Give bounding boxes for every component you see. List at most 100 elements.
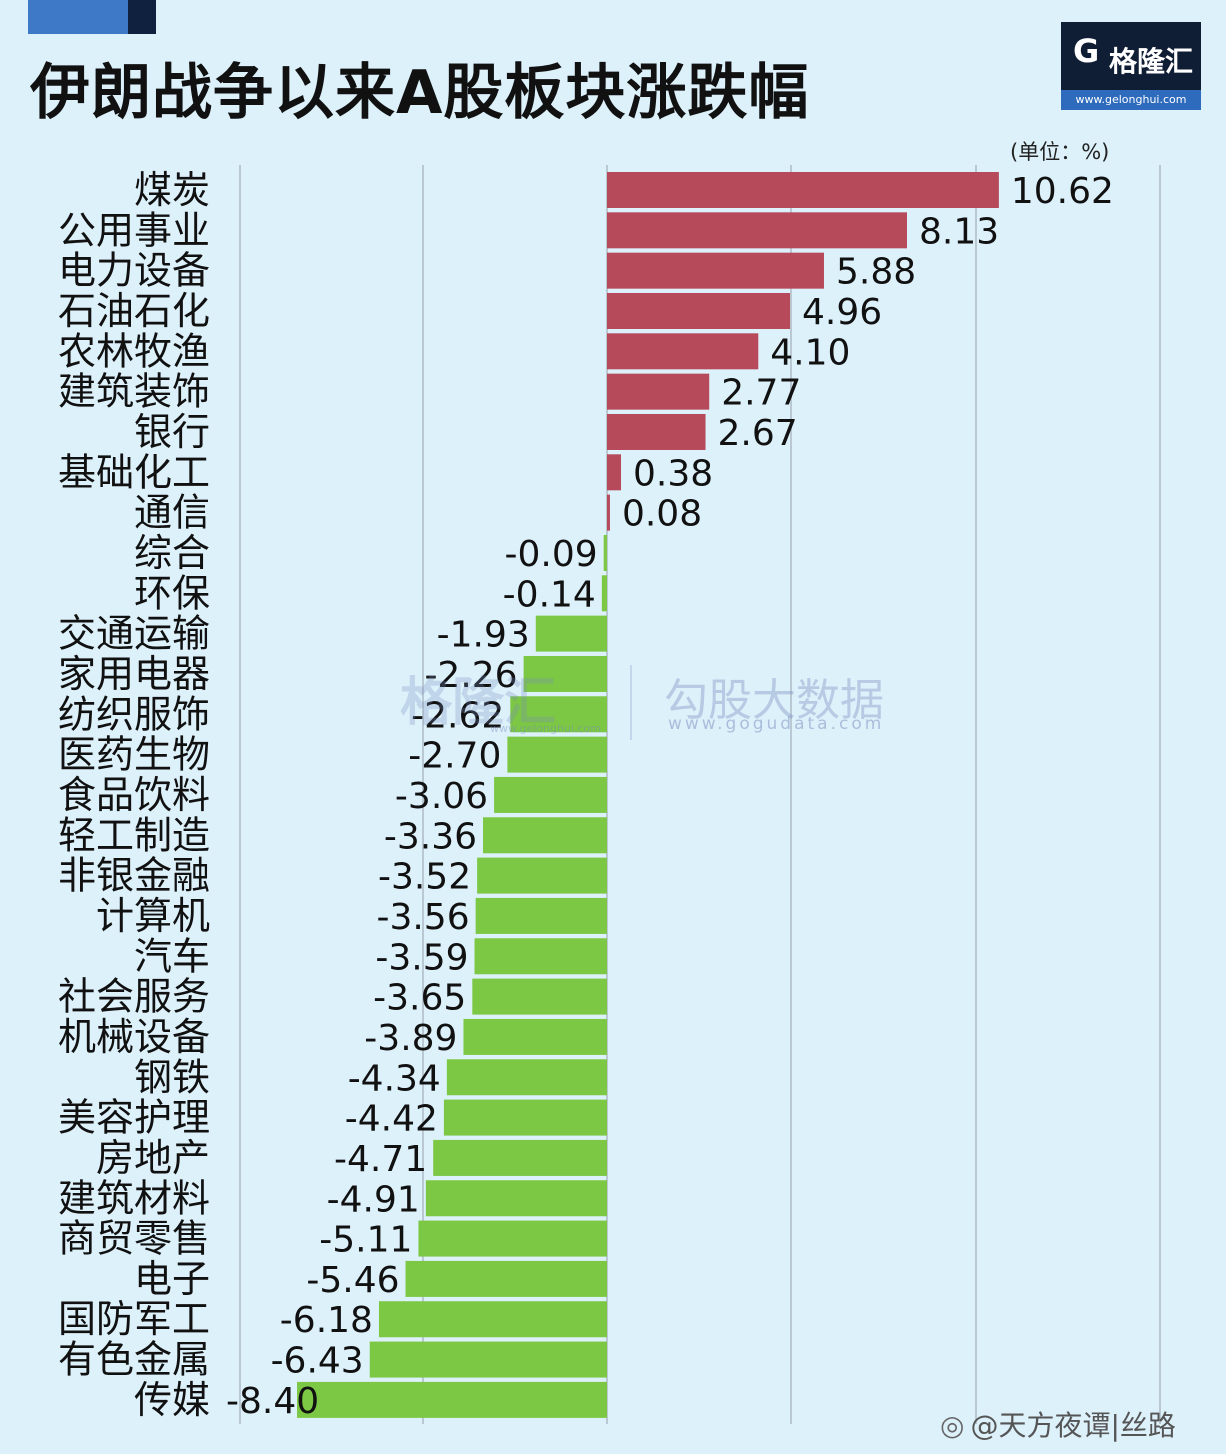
bar — [607, 252, 824, 289]
category-label: 商贸零售 — [58, 1217, 210, 1261]
category-label: 房地产 — [96, 1136, 210, 1180]
value-label: -4.42 — [345, 1099, 438, 1140]
category-label: 美容护理 — [58, 1096, 210, 1140]
bar — [607, 494, 610, 531]
category-label: 建筑材料 — [58, 1176, 210, 1220]
category-label: 农林牧渔 — [58, 329, 210, 373]
bar — [603, 534, 607, 571]
category-label: 计算机 — [96, 894, 210, 938]
category-label: 机械设备 — [58, 1015, 210, 1059]
category-label: 电力设备 — [58, 249, 210, 293]
value-label: 5.88 — [836, 252, 916, 293]
value-label: -0.14 — [503, 574, 596, 615]
category-label: 电子 — [134, 1257, 210, 1301]
value-label: -3.06 — [395, 776, 488, 817]
bar — [607, 373, 710, 410]
bar — [510, 696, 607, 733]
category-label: 汽车 — [134, 934, 210, 978]
value-label: -3.52 — [378, 857, 471, 898]
bar — [474, 938, 607, 975]
header-accent-dark — [128, 0, 156, 34]
value-label: -3.56 — [376, 897, 469, 938]
watermark-gogudata: 勾股大数据 — [664, 675, 884, 726]
category-label: 社会服务 — [58, 975, 210, 1019]
watermark-divider — [630, 665, 632, 740]
bar — [425, 1180, 607, 1217]
header-accent-bar — [28, 0, 128, 34]
bar — [535, 615, 607, 652]
value-label: -5.11 — [319, 1220, 412, 1261]
category-label: 传媒 — [134, 1378, 210, 1422]
value-label: -4.34 — [348, 1058, 441, 1099]
category-label: 煤炭 — [134, 168, 210, 212]
bar — [601, 575, 607, 612]
bar — [378, 1301, 607, 1338]
bar — [297, 1381, 607, 1418]
value-label: -3.89 — [364, 1018, 457, 1059]
value-label: -0.09 — [505, 534, 598, 575]
watermark-gogudata-url: www.gogudata.com — [668, 714, 885, 734]
category-label: 有色金属 — [58, 1338, 210, 1382]
bar — [607, 172, 999, 208]
value-label: -2.26 — [424, 655, 517, 696]
category-label: 非银金融 — [58, 854, 210, 898]
value-label: -5.46 — [306, 1260, 399, 1301]
category-label: 钢铁 — [134, 1055, 210, 1099]
category-label: 综合 — [134, 531, 210, 575]
category-label: 石油石化 — [58, 289, 210, 333]
value-label: -2.62 — [411, 695, 504, 736]
unit-note: (单位：%) — [1010, 140, 1110, 164]
category-label: 轻工制造 — [58, 813, 210, 857]
value-label: -6.43 — [271, 1341, 364, 1382]
watermark-gelonghui-url: www.gelonghui.com — [490, 722, 601, 735]
value-label: -8.40 — [226, 1381, 319, 1422]
bar — [463, 1018, 607, 1055]
value-label: 0.08 — [622, 494, 702, 535]
bar — [607, 454, 622, 491]
bar — [523, 655, 607, 692]
value-label: 4.10 — [770, 332, 850, 373]
bar — [433, 1139, 607, 1176]
value-label: -3.36 — [384, 816, 477, 857]
category-label: 基础化工 — [58, 450, 210, 494]
bar — [507, 736, 607, 773]
logo-url: www.gelonghui.com — [1061, 90, 1201, 110]
value-label: 2.77 — [721, 373, 801, 414]
weibo-credit: ◎ @天方夜谭|丝路 — [940, 1404, 1176, 1444]
weibo-icon: ◎ — [940, 1409, 965, 1442]
weibo-handle: @天方夜谭|丝路 — [970, 1409, 1176, 1442]
value-label: -1.93 — [437, 615, 530, 656]
value-label: 2.67 — [718, 413, 798, 454]
category-label: 纺织服饰 — [58, 692, 210, 736]
category-label: 家用电器 — [58, 652, 210, 696]
bar — [607, 333, 759, 370]
category-label: 食品饮料 — [58, 773, 210, 817]
bar — [607, 212, 907, 249]
category-label: 医药生物 — [58, 733, 210, 777]
watermark-gelonghui: 格隆汇 — [400, 673, 557, 733]
value-label: 4.96 — [802, 292, 882, 333]
value-label: 8.13 — [919, 211, 999, 252]
logo-g-icon: G — [1073, 32, 1100, 70]
category-label: 环保 — [134, 571, 210, 615]
value-label: -4.71 — [334, 1139, 427, 1180]
bar — [446, 1059, 607, 1096]
bar — [607, 292, 791, 329]
page-title: 伊朗战争以来A股板块涨跌幅 — [30, 58, 810, 128]
bar — [475, 897, 607, 934]
value-label: 10.62 — [1011, 171, 1114, 212]
category-label: 建筑装饰 — [58, 370, 210, 414]
brand-logo: G 格隆汇 www.gelonghui.com — [1061, 22, 1201, 110]
category-label: 国防军工 — [58, 1297, 210, 1341]
category-label: 银行 — [134, 410, 210, 454]
bar — [494, 776, 607, 813]
logo-name: 格隆汇 — [1109, 45, 1194, 78]
bar — [607, 413, 706, 450]
bar — [477, 857, 607, 894]
bar — [369, 1341, 607, 1378]
bar — [443, 1099, 607, 1136]
category-label: 交通运输 — [58, 612, 210, 656]
value-label: -4.91 — [327, 1179, 420, 1220]
value-label: -6.18 — [280, 1300, 373, 1341]
value-label: -3.59 — [375, 937, 468, 978]
